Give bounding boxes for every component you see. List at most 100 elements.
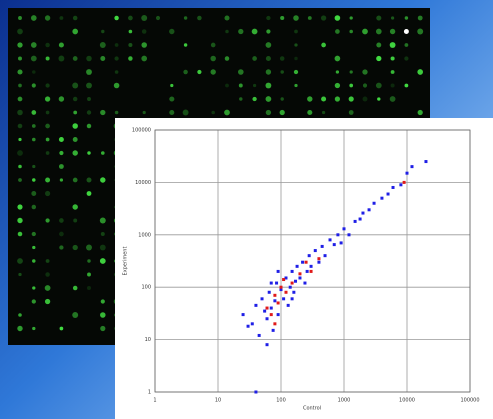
array-spot xyxy=(114,43,119,47)
point xyxy=(402,180,406,184)
point xyxy=(298,272,302,276)
array-spot xyxy=(44,285,51,291)
array-spot xyxy=(294,56,298,61)
array-spot xyxy=(31,83,36,88)
array-spot xyxy=(141,15,148,21)
point xyxy=(358,217,362,221)
array-spot xyxy=(86,55,92,62)
array-spot xyxy=(417,28,424,35)
array-spot xyxy=(72,312,79,318)
array-spot xyxy=(87,272,91,277)
array-spot xyxy=(99,258,106,264)
array-spot xyxy=(72,137,78,142)
array-spot xyxy=(348,110,354,115)
array-spot xyxy=(307,16,312,20)
y-tick-label: 10000 xyxy=(135,180,151,186)
array-spot xyxy=(293,15,299,21)
array-spot xyxy=(59,326,64,331)
array-spot xyxy=(44,298,51,305)
array-spot xyxy=(18,83,22,88)
point xyxy=(273,299,277,303)
point xyxy=(339,241,343,245)
array-spot xyxy=(31,137,36,142)
point xyxy=(263,309,267,313)
array-spot xyxy=(362,69,368,75)
array-spot xyxy=(294,43,298,47)
array-spot xyxy=(17,150,23,156)
array-spot xyxy=(44,96,51,102)
array-spot xyxy=(251,28,258,35)
point xyxy=(332,243,336,247)
array-spot xyxy=(183,69,188,75)
array-spot xyxy=(266,15,271,21)
array-spot xyxy=(362,96,368,102)
array-spot xyxy=(197,15,202,21)
array-spot xyxy=(390,16,395,20)
array-spot xyxy=(17,28,23,35)
array-spot xyxy=(334,82,341,89)
array-spot xyxy=(18,178,22,182)
point xyxy=(273,322,277,326)
array-spot xyxy=(45,110,50,115)
point xyxy=(386,192,390,196)
point xyxy=(304,260,308,264)
array-spot xyxy=(114,110,119,115)
array-spot xyxy=(390,70,395,74)
array-spot xyxy=(30,15,37,21)
point xyxy=(317,257,321,261)
array-spot xyxy=(45,56,50,61)
array-spot xyxy=(45,272,50,277)
point xyxy=(323,254,327,258)
array-spot xyxy=(266,29,271,34)
array-spot xyxy=(279,56,285,61)
array-spot xyxy=(252,83,257,88)
array-spot xyxy=(72,285,78,291)
y-tick-label: 1000 xyxy=(138,232,151,238)
array-spot xyxy=(320,15,327,21)
array-spot xyxy=(128,15,133,21)
array-spot xyxy=(86,123,92,129)
array-spot xyxy=(31,231,36,237)
array-spot xyxy=(404,16,409,20)
x-tick-label: 100000 xyxy=(460,398,479,404)
array-spot xyxy=(113,82,120,89)
array-spot xyxy=(86,82,92,89)
array-spot xyxy=(128,42,133,48)
point xyxy=(361,211,365,215)
point xyxy=(328,238,332,242)
array-spot xyxy=(349,16,353,20)
array-spot xyxy=(17,69,23,75)
array-spot xyxy=(30,42,37,48)
array-spot xyxy=(18,272,22,277)
array-spot xyxy=(155,15,161,21)
array-spot xyxy=(58,42,64,48)
array-spot xyxy=(32,326,36,331)
array-spot xyxy=(32,259,36,263)
point xyxy=(275,281,279,285)
array-spot xyxy=(72,150,78,156)
array-spot xyxy=(141,42,147,48)
array-spot xyxy=(31,124,36,128)
array-spot xyxy=(45,259,50,263)
point xyxy=(313,249,317,253)
array-spot xyxy=(197,69,202,75)
point xyxy=(305,269,309,273)
point xyxy=(269,306,273,310)
array-spot xyxy=(86,177,92,183)
point xyxy=(273,293,277,297)
point xyxy=(292,290,296,294)
array-spot xyxy=(183,43,188,47)
array-spot xyxy=(86,69,92,75)
point xyxy=(353,219,357,223)
array-spot xyxy=(238,83,243,88)
array-spot xyxy=(72,123,78,129)
point xyxy=(284,276,288,280)
array-spot xyxy=(31,110,37,115)
array-spot xyxy=(31,204,37,210)
array-spot xyxy=(321,42,326,48)
array-spot xyxy=(238,28,244,35)
array-spot xyxy=(280,70,284,74)
array-spot xyxy=(404,43,409,47)
array-spot xyxy=(362,83,368,88)
point xyxy=(303,281,307,285)
